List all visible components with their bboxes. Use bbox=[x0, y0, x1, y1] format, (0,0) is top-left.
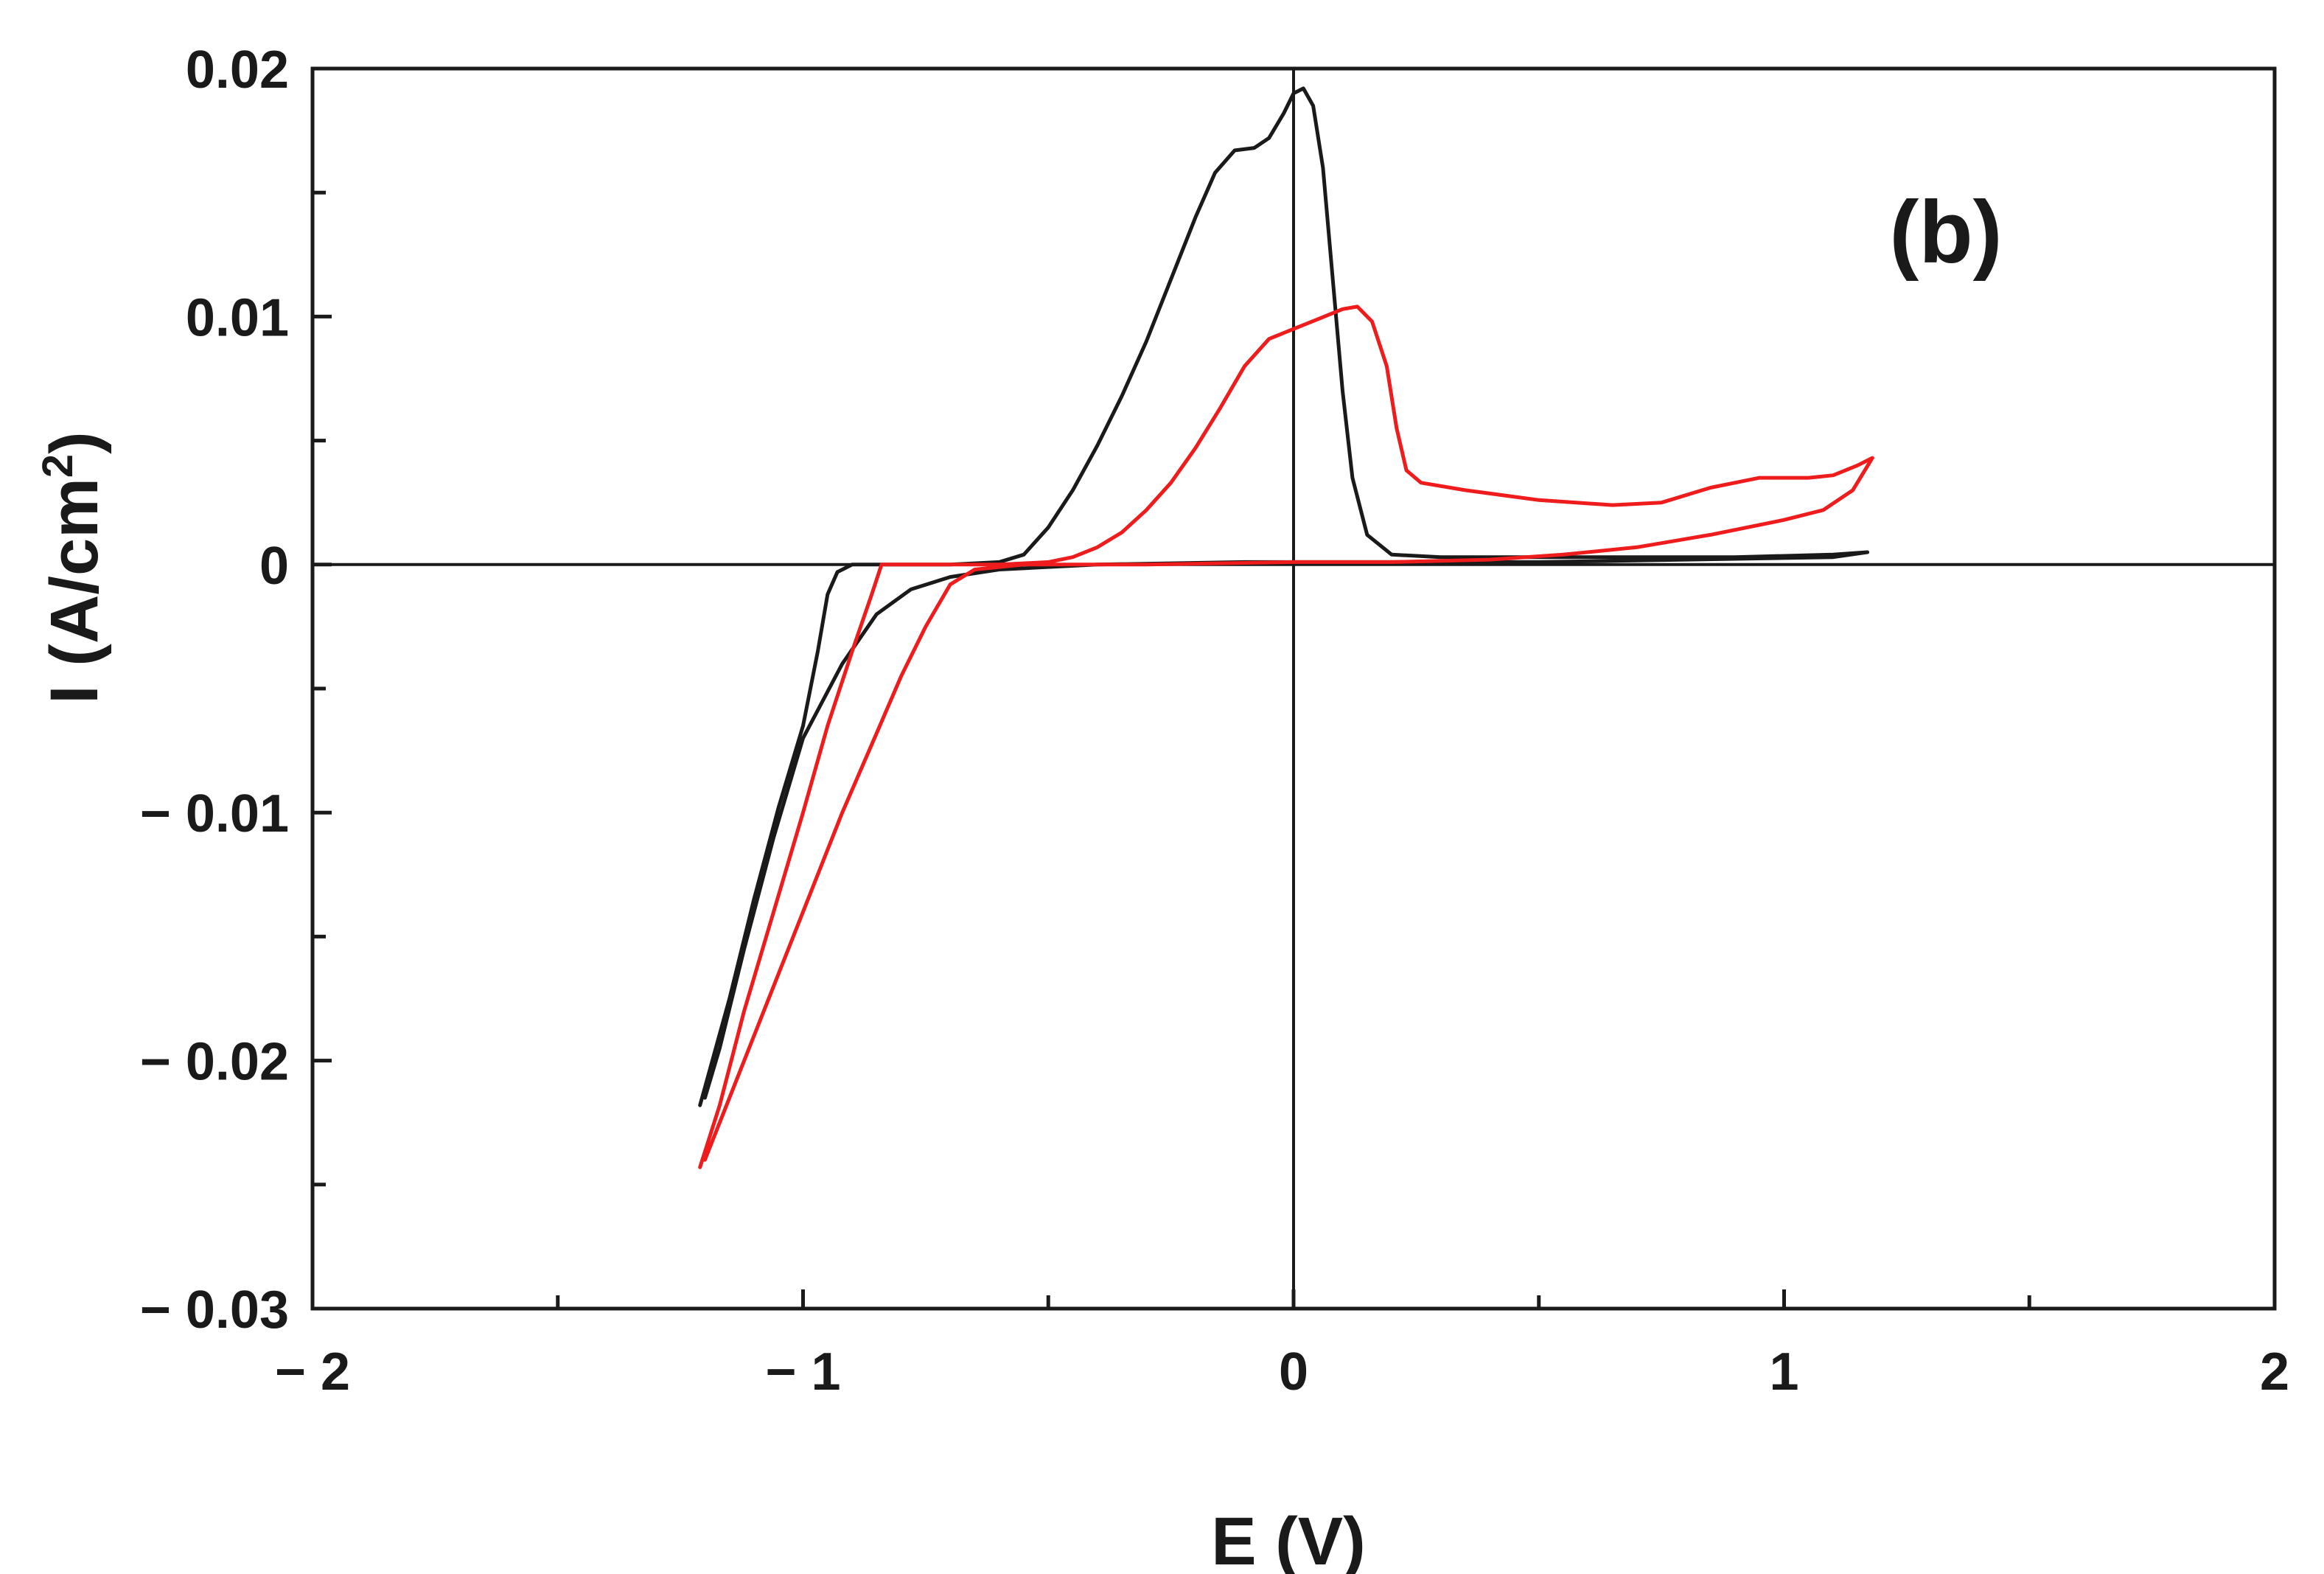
y-tick-label: − 0.03 bbox=[140, 1281, 289, 1340]
y-axis-title-superscript: 2 bbox=[34, 454, 82, 478]
y-tick-label: 0.01 bbox=[186, 288, 289, 347]
x-tick-label: 0 bbox=[1279, 1343, 1308, 1401]
y-tick-label: 0.02 bbox=[186, 41, 289, 100]
x-tick-label: 1 bbox=[1769, 1343, 1798, 1401]
y-tick-label: − 0.01 bbox=[140, 784, 289, 843]
y-axis-title: I (A/cm2) bbox=[34, 431, 112, 704]
x-tick-label: − 2 bbox=[275, 1343, 350, 1401]
y-tick-label: 0 bbox=[259, 537, 289, 596]
data-series bbox=[698, 86, 1874, 1169]
tick-labels: − 2 − 1 0 1 2 0.02 0.01 0 − 0.01 − 0.02 − 0.03 bbox=[140, 41, 2289, 1401]
zero-lines bbox=[313, 69, 2275, 1309]
panel-label: (b) bbox=[1889, 183, 2002, 282]
x-axis-title: E (V) bbox=[1211, 1504, 1366, 1574]
series-line-black bbox=[698, 86, 1870, 1107]
x-tick-label: 2 bbox=[2260, 1343, 2289, 1401]
axis-ticks bbox=[310, 66, 2277, 1311]
y-tick-label: − 0.02 bbox=[140, 1033, 289, 1092]
y-axis-title-close: ) bbox=[37, 431, 112, 454]
x-tick-label: − 1 bbox=[765, 1343, 840, 1401]
y-axis-title-main: I (A/cm bbox=[37, 478, 112, 704]
series-line-red bbox=[698, 304, 1874, 1169]
